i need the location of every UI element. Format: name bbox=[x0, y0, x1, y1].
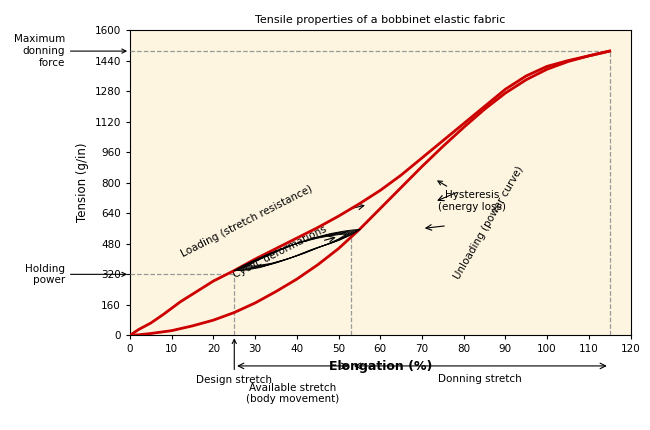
Text: Donning stretch: Donning stretch bbox=[439, 374, 522, 384]
Text: Holding
power: Holding power bbox=[25, 264, 126, 285]
Text: Hysteresis
(energy loss): Hysteresis (energy loss) bbox=[438, 181, 506, 212]
Text: Maximum
donning
force: Maximum donning force bbox=[14, 34, 126, 68]
Text: Available stretch
(body movement): Available stretch (body movement) bbox=[246, 383, 339, 404]
Text: Unloading (power curve): Unloading (power curve) bbox=[452, 165, 525, 281]
Y-axis label: Tension (g/in): Tension (g/in) bbox=[76, 143, 89, 222]
Title: Tensile properties of a bobbinet elastic fabric: Tensile properties of a bobbinet elastic… bbox=[255, 15, 506, 25]
Text: Loading (stretch resistance): Loading (stretch resistance) bbox=[179, 183, 314, 258]
X-axis label: Elongation (%): Elongation (%) bbox=[328, 360, 432, 373]
Text: Cyclic deformations: Cyclic deformations bbox=[231, 224, 329, 280]
Text: Design stretch: Design stretch bbox=[196, 339, 272, 385]
